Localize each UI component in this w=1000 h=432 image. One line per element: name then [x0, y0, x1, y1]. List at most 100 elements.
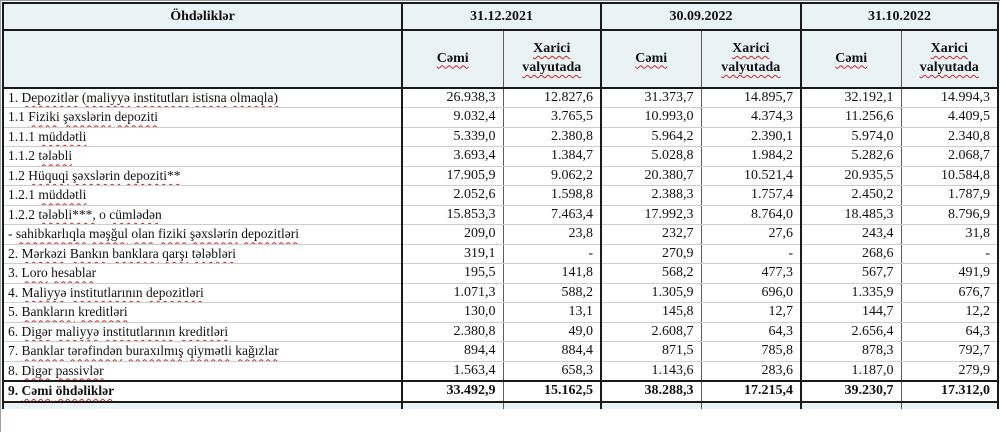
top-edge-line	[0, 0, 1000, 1]
value-cell: 9.062,2	[502, 166, 601, 186]
row-label: 1.1 Fiziki şəxslərin depoziti	[8, 109, 159, 125]
value-cell: 2.052,6	[401, 185, 503, 206]
table-row: 3. Loro hesablar 195,5 141,8 568,2 477,3…	[3, 263, 998, 284]
value-cell: 588,2	[502, 283, 601, 303]
value-cell: 1.305,9	[600, 283, 701, 303]
column-header-foreign-2: Xarici valyutada	[700, 30, 801, 89]
period-header-2022-09: 30.09.2022	[600, 3, 801, 31]
value-cell: 195,5	[401, 263, 503, 284]
value-cell: 2.608,7	[600, 322, 701, 342]
table-row: 2. Mərkəzi Bankın banklara qarşı tələblə…	[3, 244, 998, 264]
table-row: 7. Banklar tərəfindən buraxılmış qiymətl…	[3, 341, 998, 362]
value-cell: 1.187,0	[800, 361, 901, 381]
value-cell: 871,5	[600, 341, 701, 362]
row-label-cell: 1.1.2 tələbli	[3, 146, 402, 167]
value-cell: 9.032,4	[401, 107, 503, 128]
value-cell: 17.215,4	[700, 379, 801, 403]
row-label-cell: - sahibkarlıqla məşğul olan fiziki şəxsl…	[3, 224, 402, 245]
row-label: 8. Digər passivlər	[8, 362, 104, 378]
value-cell: 27,6	[700, 224, 801, 245]
value-cell: 1.984,2	[700, 146, 801, 167]
value-cell: 1.335,9	[800, 283, 901, 303]
value-cell: 1.143,6	[600, 361, 701, 381]
value-cell: 270,9	[600, 244, 701, 264]
row-label-cell: 1.1 Fiziki şəxslərin depoziti	[3, 107, 402, 128]
value-cell: 884,4	[502, 341, 601, 362]
value-cell: 33.492,9	[401, 379, 503, 403]
strip-cell	[600, 401, 701, 409]
value-cell: 15.162,5	[502, 379, 601, 403]
row-label-cell: 1.2 Hüquqi şəxslərin depoziti**	[3, 166, 402, 186]
row-label-cell: 5. Bankların kreditləri	[3, 302, 402, 323]
value-cell: 568,2	[600, 263, 701, 284]
value-cell: 5.282,6	[800, 146, 901, 167]
table-row: 5. Bankların kreditləri 130,0 13,1 145,8…	[3, 302, 998, 323]
value-cell: 26.938,3	[401, 88, 503, 108]
value-cell: 7.463,4	[502, 205, 601, 225]
value-cell: 792,7	[900, 341, 998, 362]
left-edge-line	[0, 0, 1, 432]
row-label: 2. Mərkəzi Bankın banklara qarşı tələblə…	[8, 245, 236, 261]
row-label-cell: 2. Mərkəzi Bankın banklara qarşı tələblə…	[3, 244, 402, 264]
value-cell: 5.339,0	[401, 127, 503, 147]
value-cell: 20.935,5	[800, 166, 901, 186]
value-cell: 2.068,7	[900, 146, 998, 167]
table-row: 8. Digər passivlər 1.563,4 658,3 1.143,6…	[3, 361, 998, 381]
header-period-row: Öhdəliklər 31.12.2021 30.09.2022 31.10.2…	[3, 3, 998, 31]
column-header-total-3: Cəmi	[800, 30, 901, 89]
value-cell: 10.584,8	[900, 166, 998, 186]
value-cell: 491,9	[900, 263, 998, 284]
strip-cell	[502, 401, 601, 409]
value-cell: 17.312,0	[900, 379, 998, 403]
table-header: Öhdəliklər 31.12.2021 30.09.2022 31.10.2…	[3, 3, 998, 89]
row-label-cell: 1.2.1 müddətli	[3, 185, 402, 206]
value-cell: 17.992,3	[600, 205, 701, 225]
value-cell: 31.373,7	[600, 88, 701, 108]
value-cell: 4.374,3	[700, 107, 801, 128]
value-cell: 8.764,0	[700, 205, 801, 225]
value-cell: 1.787,9	[900, 185, 998, 206]
value-cell: 1.757,4	[700, 185, 801, 206]
value-cell: 1.071,3	[401, 283, 503, 303]
value-cell: 696,0	[700, 283, 801, 303]
row-label: 1.2 Hüquqi şəxslərin depoziti**	[8, 167, 181, 183]
value-cell: 5.964,2	[600, 127, 701, 147]
value-cell: 14.895,7	[700, 88, 801, 108]
table-row: 1. Depozitlər (maliyyə institutları isti…	[3, 88, 998, 108]
value-cell: 279,9	[900, 361, 998, 381]
value-cell: 4.409,5	[900, 107, 998, 128]
value-cell: 5.974,0	[800, 127, 901, 147]
strip-cell	[800, 401, 901, 409]
value-cell: 785,8	[700, 341, 801, 362]
value-cell: 676,7	[900, 283, 998, 303]
value-cell: -	[502, 244, 601, 264]
period-header-2021-12: 31.12.2021	[401, 3, 601, 31]
value-cell: 14.994,3	[900, 88, 998, 108]
value-cell: 32.192,1	[800, 88, 901, 108]
strip-cell	[700, 401, 801, 409]
value-cell: 5.028,8	[600, 146, 701, 167]
value-cell: 1.563,4	[401, 361, 503, 381]
value-cell: 145,8	[600, 302, 701, 323]
strip-cell	[3, 401, 402, 409]
row-label: 3. Loro hesablar	[8, 265, 97, 281]
value-cell: 1.384,7	[502, 146, 601, 167]
value-cell: 17.905,9	[401, 166, 503, 186]
value-cell: 3.693,4	[401, 146, 503, 167]
value-cell: 878,3	[800, 341, 901, 362]
value-cell: 39.230,7	[800, 379, 901, 403]
value-cell: 23,8	[502, 224, 601, 245]
table-row: 1.1.1 müddətli 5.339,0 2.380,8 5.964,2 2…	[3, 127, 998, 147]
value-cell: 2.340,8	[900, 127, 998, 147]
table-title-cell: Öhdəliklər	[3, 3, 402, 31]
table-row: 6. Digər maliyyə institutlarının kreditl…	[3, 322, 998, 342]
value-cell: 658,3	[502, 361, 601, 381]
value-cell: 18.485,3	[800, 205, 901, 225]
column-header-total-2: Cəmi	[600, 30, 701, 89]
row-label-cell: 4. Maliyyə institutlarının depozitləri	[3, 283, 402, 303]
table-body: 1. Depozitlər (maliyyə institutları isti…	[3, 88, 998, 403]
row-label: - sahibkarlıqla məşğul olan fiziki şəxsl…	[8, 226, 299, 242]
value-cell: 12,7	[700, 302, 801, 323]
row-label-cell: 1. Depozitlər (maliyyə institutları isti…	[3, 88, 402, 108]
